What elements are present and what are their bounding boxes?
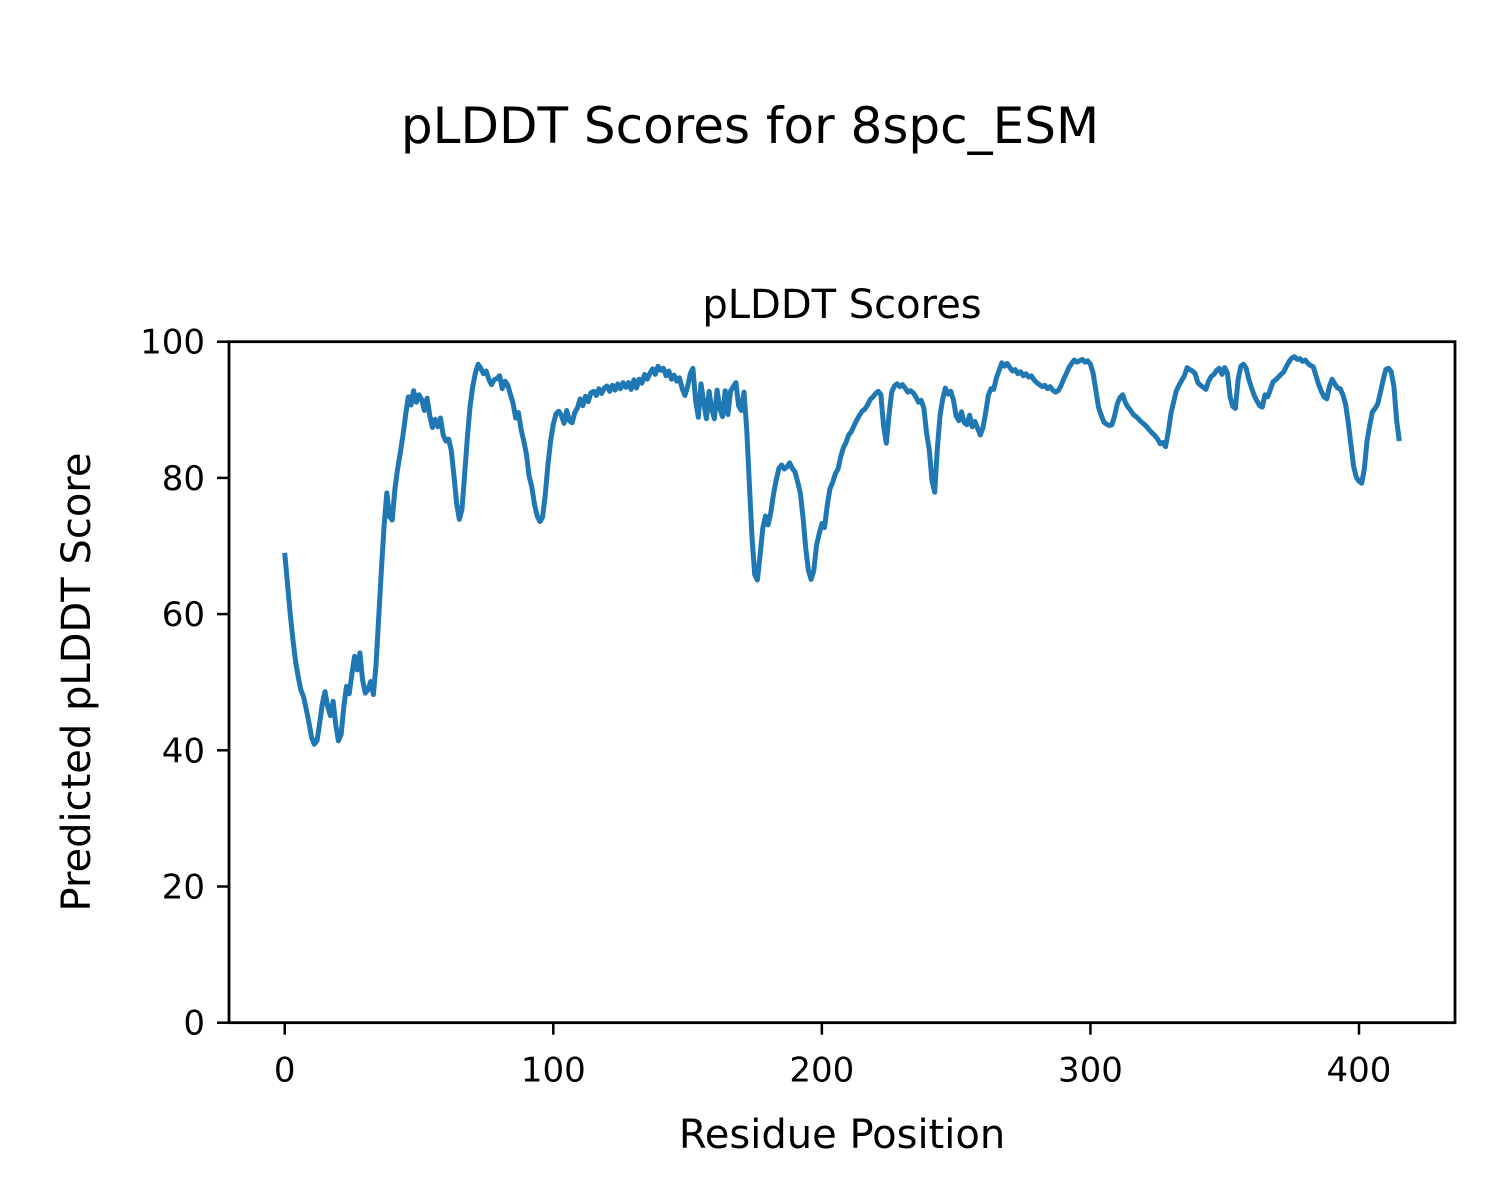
axis-tick-labels: 0 100 200 300 400 0 20 40 60 80 100	[140, 323, 1391, 1091]
y-axis-label: Predicted pLDDT Score	[54, 453, 100, 912]
axis-ticks	[217, 340, 1361, 1035]
y-tick-label: 0	[183, 1004, 205, 1044]
x-tick-label: 200	[789, 1051, 854, 1091]
axes-title: pLDDT Scores	[702, 282, 981, 328]
axes-frame	[227, 340, 1457, 1025]
x-tick-label: 300	[1058, 1051, 1123, 1091]
figure-title: pLDDT Scores for 8spc_ESM	[401, 97, 1099, 155]
x-axis-label: Residue Position	[679, 1112, 1005, 1158]
y-tick-label: 60	[162, 595, 205, 635]
y-tick-label: 100	[140, 323, 205, 363]
x-tick-label: 400	[1327, 1051, 1392, 1091]
y-tick-label: 40	[162, 731, 205, 771]
plddt-line	[282, 354, 1402, 747]
x-tick-label: 0	[274, 1051, 296, 1091]
y-tick-label: 80	[162, 459, 205, 499]
x-tick-label: 100	[521, 1051, 586, 1091]
y-tick-label: 20	[162, 868, 205, 908]
